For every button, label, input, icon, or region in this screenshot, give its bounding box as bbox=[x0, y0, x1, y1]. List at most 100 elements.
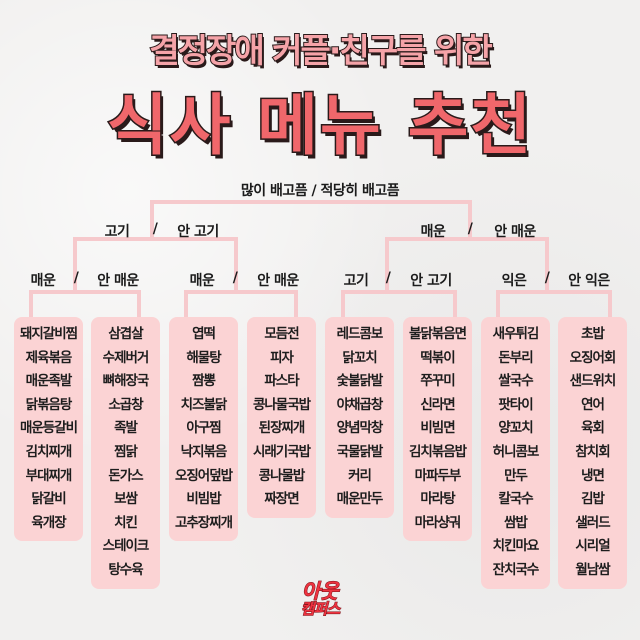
label-sep: / bbox=[385, 270, 391, 286]
menu-column: 레드콤보 닭꼬치 숯불닭발 야채곱창 양념막창 국물닭발 커리 매운만두 bbox=[325, 317, 394, 518]
menu-item: 시리얼 bbox=[575, 538, 610, 555]
root-label: 많이 배고픔 / 적당히 배고픔 bbox=[240, 183, 400, 199]
label-sep: / bbox=[73, 270, 79, 286]
menu-item: 매운등갈비 bbox=[19, 420, 78, 437]
label-meat: 고기 bbox=[104, 224, 130, 240]
menu-item: 칼국수 bbox=[498, 491, 533, 508]
menu-item: 고추장찌개 bbox=[174, 514, 233, 531]
menu-item: 제육볶음 bbox=[25, 349, 73, 366]
menu-item: 육회 bbox=[581, 420, 605, 437]
menu-item: 오징어회 bbox=[569, 349, 617, 366]
menu-item: 마라탕 bbox=[420, 491, 455, 508]
menu-item: 보쌈 bbox=[114, 491, 138, 508]
menu-item: 마파두부 bbox=[414, 467, 462, 484]
menu-item: 삼겹살 bbox=[108, 326, 143, 342]
label-no-meat: 안 고기 bbox=[177, 224, 219, 240]
menu-item: 야채곱창 bbox=[336, 396, 384, 413]
menu-item: 커리 bbox=[348, 467, 372, 484]
label-meat: 고기 bbox=[343, 273, 369, 289]
menu-item: 불닭볶음면 bbox=[408, 326, 467, 342]
menu-item: 짬뽕 bbox=[192, 373, 216, 390]
menu-item: 김치찌개 bbox=[25, 443, 73, 460]
main-title: 식사 메뉴 추천 bbox=[105, 86, 534, 166]
menu-item: 찜닭 bbox=[114, 443, 138, 460]
menu-item: 허니콤보 bbox=[492, 443, 540, 460]
menu-item: 탕수육 bbox=[108, 561, 143, 578]
menu-item: 스테이크 bbox=[102, 538, 150, 555]
menu-item: 된장찌개 bbox=[258, 420, 306, 437]
label-spicy: 매운 bbox=[420, 224, 446, 240]
label-sep: / bbox=[544, 270, 550, 286]
label-not-spicy: 안 매운 bbox=[97, 273, 139, 289]
label-cooked: 익은 bbox=[501, 273, 527, 289]
menu-item: 국물닭발 bbox=[336, 443, 384, 460]
menu-item: 짜장면 bbox=[264, 491, 299, 508]
menu-item: 팟타이 bbox=[498, 396, 533, 413]
menu-item: 비빔면 bbox=[420, 420, 455, 437]
menu-item: 부대찌개 bbox=[25, 467, 73, 484]
menu-item: 숯불닭발 bbox=[336, 373, 384, 390]
connector-left bbox=[73, 237, 238, 290]
menu-item: 소곱창 bbox=[108, 396, 143, 413]
menu-item: 초밥 bbox=[581, 326, 605, 342]
label-sep: / bbox=[232, 270, 238, 286]
menu-item: 냉면 bbox=[581, 467, 605, 484]
label-spicy: 매운 bbox=[189, 273, 215, 289]
menu-item: 연어 bbox=[581, 396, 605, 413]
menu-item: 마라샹궈 bbox=[414, 514, 462, 531]
menu-item: 파스타 bbox=[264, 373, 299, 390]
menu-item: 김치볶음밥 bbox=[408, 443, 467, 460]
menu-item: 족발 bbox=[114, 420, 138, 437]
label-no-meat: 안 고기 bbox=[410, 273, 452, 289]
menu-item: 모듬전 bbox=[264, 326, 299, 342]
menu-item: 신라면 bbox=[420, 396, 455, 413]
connector-right bbox=[385, 237, 549, 290]
menu-column: 초밥 오징어회 샌드위치 연어 육회 참치회 냉면 김밥 샐러드 시리얼 월남쌈 bbox=[558, 317, 627, 589]
menu-item: 콩나물밥 bbox=[258, 467, 306, 484]
menu-column: 엽떡 해물탕 짬뽕 치즈불닭 아구찜 낙지볶음 오징어덮밥 비빔밥 고추장찌개 bbox=[169, 317, 238, 542]
menu-item: 쭈꾸미 bbox=[420, 373, 455, 390]
menu-item: 새우튀김 bbox=[492, 326, 540, 342]
menu-item: 닭꼬치 bbox=[342, 349, 377, 366]
menu-column: 돼지갈비찜 제육볶음 매운족발 닭볶음탕 매운등갈비 김치찌개 부대찌개 닭갈비 육개장 bbox=[14, 317, 83, 542]
menu-item: 콩나물국밥 bbox=[252, 396, 311, 413]
logo-line2: 캠퍼스 bbox=[300, 600, 340, 619]
menu-item: 치킨 bbox=[114, 514, 138, 531]
connector-lr bbox=[184, 290, 298, 318]
menu-item: 오징어덮밥 bbox=[174, 467, 233, 484]
menu-item: 닭갈비 bbox=[31, 491, 66, 508]
menu-item: 레드콤보 bbox=[336, 326, 384, 342]
label-spicy: 매운 bbox=[30, 273, 56, 289]
menu-item: 시래기국밥 bbox=[252, 443, 311, 460]
menu-item: 잔치국수 bbox=[492, 561, 540, 578]
connector-root bbox=[150, 200, 472, 239]
menu-item: 참치회 bbox=[575, 443, 610, 460]
menu-item: 월남쌈 bbox=[575, 561, 610, 578]
label-sep: / bbox=[467, 221, 473, 237]
label-not-spicy: 안 매운 bbox=[257, 273, 299, 289]
menu-item: 돼지갈비찜 bbox=[19, 326, 78, 342]
menu-item: 김밥 bbox=[581, 491, 605, 508]
subtitle: 결정장애 커플·친구를 위한 bbox=[148, 30, 493, 71]
menu-item: 아구찜 bbox=[186, 420, 221, 437]
menu-item: 비빔밥 bbox=[186, 491, 221, 508]
logo-line1: 아웃 bbox=[301, 579, 339, 603]
label-sep: / bbox=[152, 221, 158, 237]
connector-ll bbox=[29, 290, 141, 318]
label-not-spicy: 안 매운 bbox=[494, 224, 536, 240]
menu-item: 엽떡 bbox=[192, 326, 216, 342]
connector-rl bbox=[341, 290, 457, 318]
menu-item: 낙지볶음 bbox=[180, 443, 228, 460]
menu-item: 돈가스 bbox=[108, 467, 143, 484]
menu-item: 매운족발 bbox=[25, 373, 73, 390]
menu-item: 쌈밥 bbox=[504, 514, 528, 531]
menu-column: 삼겹살 수제버거 뼈해장국 소곱창 족발 찜닭 돈가스 보쌈 치킨 스테이크 탕수육 bbox=[91, 317, 160, 589]
menu-item: 떡볶이 bbox=[420, 349, 455, 366]
menu-item: 치즈불닭 bbox=[180, 396, 228, 413]
menu-column: 새우튀김 돈부리 쌀국수 팟타이 양꼬치 허니콤보 만두 칼국수 쌈밥 치킨마요 잔치국수 bbox=[481, 317, 550, 589]
menu-item: 샐러드 bbox=[575, 514, 610, 531]
menu-item: 피자 bbox=[270, 349, 294, 366]
